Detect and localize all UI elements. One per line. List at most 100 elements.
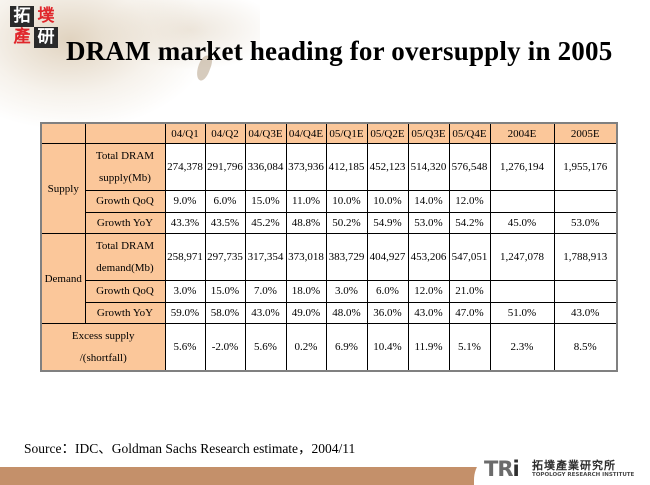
logo-char-4: 研 bbox=[34, 27, 58, 48]
corner-logo: 拓 墣 產 研 bbox=[10, 6, 58, 48]
table-cell: 317,354 bbox=[244, 233, 287, 281]
table-cell: -2.0% bbox=[204, 323, 246, 372]
column-header: 05/Q3E bbox=[407, 122, 450, 145]
table-cell: 3.0% bbox=[325, 279, 368, 303]
row-label-total-demand: Total DRAM demand(Mb) bbox=[84, 233, 166, 281]
table-cell: 43.3% bbox=[164, 211, 206, 235]
table-cell bbox=[553, 279, 618, 303]
table-cell bbox=[553, 189, 618, 213]
table-cell: 5.1% bbox=[448, 323, 491, 372]
table-cell: 9.0% bbox=[164, 189, 206, 213]
tri-logo-chinese-name: 拓墣產業研究所 bbox=[532, 459, 616, 472]
column-header: 04/Q2 bbox=[204, 122, 246, 145]
table-cell: 10.4% bbox=[366, 323, 409, 372]
table-cell: 12.0% bbox=[448, 189, 491, 213]
table-cell: 53.0% bbox=[407, 211, 450, 235]
table-cell: 18.0% bbox=[285, 279, 327, 303]
table-cell: 10.0% bbox=[325, 189, 368, 213]
table-cell: 373,018 bbox=[285, 233, 327, 281]
table-cell: 49.0% bbox=[285, 301, 327, 325]
table-row-demand-total: Demand Total DRAM demand(Mb) 258,971 297… bbox=[40, 233, 618, 325]
logo-char-3: 產 bbox=[13, 27, 31, 47]
table-cell: 6.9% bbox=[325, 323, 368, 372]
slide-title: DRAM market heading for oversupply in 20… bbox=[66, 36, 613, 66]
dram-supply-demand-table: 04/Q1 04/Q2 04/Q3E 04/Q4E 05/Q1E 05/Q2E … bbox=[40, 122, 618, 372]
tri-logo-english-name: TOPOLOGY RESEARCH INSTITUTE bbox=[532, 472, 635, 478]
table-cell: 452,123 bbox=[366, 143, 409, 191]
table-cell: 514,320 bbox=[407, 143, 450, 191]
table-cell: 2.3% bbox=[489, 323, 555, 372]
column-header: 04/Q3E bbox=[244, 122, 287, 145]
row-label-growth-qoq: Growth QoQ bbox=[84, 189, 166, 213]
table-cell: 8.5% bbox=[553, 323, 618, 372]
table-cell: 1,788,913 bbox=[553, 233, 618, 281]
table-cell: 576,548 bbox=[448, 143, 491, 191]
table-cell: 43.0% bbox=[407, 301, 450, 325]
logo-char-2: 墣 bbox=[37, 6, 55, 26]
table-cell: 0.2% bbox=[285, 323, 327, 372]
table-cell: 404,927 bbox=[366, 233, 409, 281]
row-label-growth-yoy: Growth YoY bbox=[84, 301, 166, 325]
table-cell: 453,206 bbox=[407, 233, 450, 281]
row-label-total-supply: Total DRAM supply(Mb) bbox=[84, 143, 166, 191]
tri-logo-i: i bbox=[512, 457, 520, 481]
group-label-supply: Supply bbox=[40, 143, 86, 235]
column-header: 2005E bbox=[553, 122, 618, 145]
table-row-demand-yoy: Growth YoY 59.0% 58.0% 43.0% 49.0% 48.0%… bbox=[41, 301, 618, 325]
table-cell: 373,936 bbox=[285, 143, 327, 191]
row-label-line-2: demand(Mb) bbox=[96, 262, 154, 275]
table-row-excess-supply: Excess supply /(shortfall) 5.6% -2.0% 5.… bbox=[40, 323, 618, 372]
table-cell: 5.6% bbox=[244, 323, 287, 372]
table-cell: 274,378 bbox=[164, 143, 206, 191]
table-cell: 21.0% bbox=[448, 279, 491, 303]
table-cell: 50.2% bbox=[325, 211, 368, 235]
table-cell: 45.0% bbox=[489, 211, 555, 235]
column-header: 04/Q1 bbox=[164, 122, 206, 145]
column-header: 05/Q1E bbox=[325, 122, 368, 145]
table-cell: 1,276,194 bbox=[489, 143, 555, 191]
table-cell: 11.0% bbox=[285, 189, 327, 213]
table-cell: 291,796 bbox=[204, 143, 246, 191]
table-cell: 336,084 bbox=[244, 143, 287, 191]
column-header: 04/Q4E bbox=[285, 122, 327, 145]
table-cell: 54.2% bbox=[448, 211, 491, 235]
header-corner-cell bbox=[40, 122, 86, 145]
table-cell: 6.0% bbox=[366, 279, 409, 303]
row-label-line-2: /(shortfall) bbox=[79, 352, 127, 365]
tri-logo: TRi 拓墣產業研究所 TOPOLOGY RESEARCH INSTITUTE bbox=[474, 454, 650, 485]
table-cell: 53.0% bbox=[553, 211, 618, 235]
row-label-excess-supply: Excess supply /(shortfall) bbox=[40, 323, 166, 372]
table-cell: 54.9% bbox=[366, 211, 409, 235]
table-cell: 547,051 bbox=[448, 233, 491, 281]
row-label-growth-yoy: Growth YoY bbox=[84, 211, 166, 235]
source-note: Source：IDC、Goldman Sachs Research estima… bbox=[24, 441, 356, 456]
table-row-demand-qoq: Growth QoQ 3.0% 15.0% 7.0% 18.0% 3.0% 6.… bbox=[41, 279, 618, 303]
table-header-row: 04/Q1 04/Q2 04/Q3E 04/Q4E 05/Q1E 05/Q2E … bbox=[40, 122, 618, 145]
row-label-growth-qoq: Growth QoQ bbox=[84, 279, 166, 303]
table-cell: 58.0% bbox=[204, 301, 246, 325]
table-cell: 15.0% bbox=[204, 279, 246, 303]
table-cell: 297,735 bbox=[204, 233, 246, 281]
row-label-line-1: Total DRAM bbox=[95, 150, 155, 162]
header-corner-cell bbox=[84, 122, 166, 145]
table-cell: 48.0% bbox=[325, 301, 368, 325]
table-cell bbox=[489, 189, 555, 213]
table-cell: 59.0% bbox=[164, 301, 206, 325]
column-header: 05/Q2E bbox=[366, 122, 409, 145]
row-label-line-2: supply(Mb) bbox=[99, 172, 151, 184]
table-cell bbox=[489, 279, 555, 303]
column-header: 05/Q4E bbox=[448, 122, 491, 145]
row-label-line-1: Excess supply bbox=[71, 330, 135, 343]
table-row-supply-yoy: Growth YoY 43.3% 43.5% 45.2% 48.8% 50.2%… bbox=[41, 211, 618, 235]
table-cell: 10.0% bbox=[366, 189, 409, 213]
table-cell: 6.0% bbox=[204, 189, 246, 213]
row-label-line-1: Total DRAM bbox=[95, 240, 155, 253]
table-row-supply-qoq: Growth QoQ 9.0% 6.0% 15.0% 11.0% 10.0% 1… bbox=[41, 189, 618, 213]
tri-logo-letters: TR bbox=[484, 457, 513, 481]
table-cell: 43.0% bbox=[553, 301, 618, 325]
table-cell: 45.2% bbox=[244, 211, 287, 235]
logo-char-1: 拓 bbox=[10, 6, 34, 27]
table-cell: 5.6% bbox=[164, 323, 206, 372]
table-cell: 383,729 bbox=[325, 233, 368, 281]
table-cell: 51.0% bbox=[489, 301, 555, 325]
